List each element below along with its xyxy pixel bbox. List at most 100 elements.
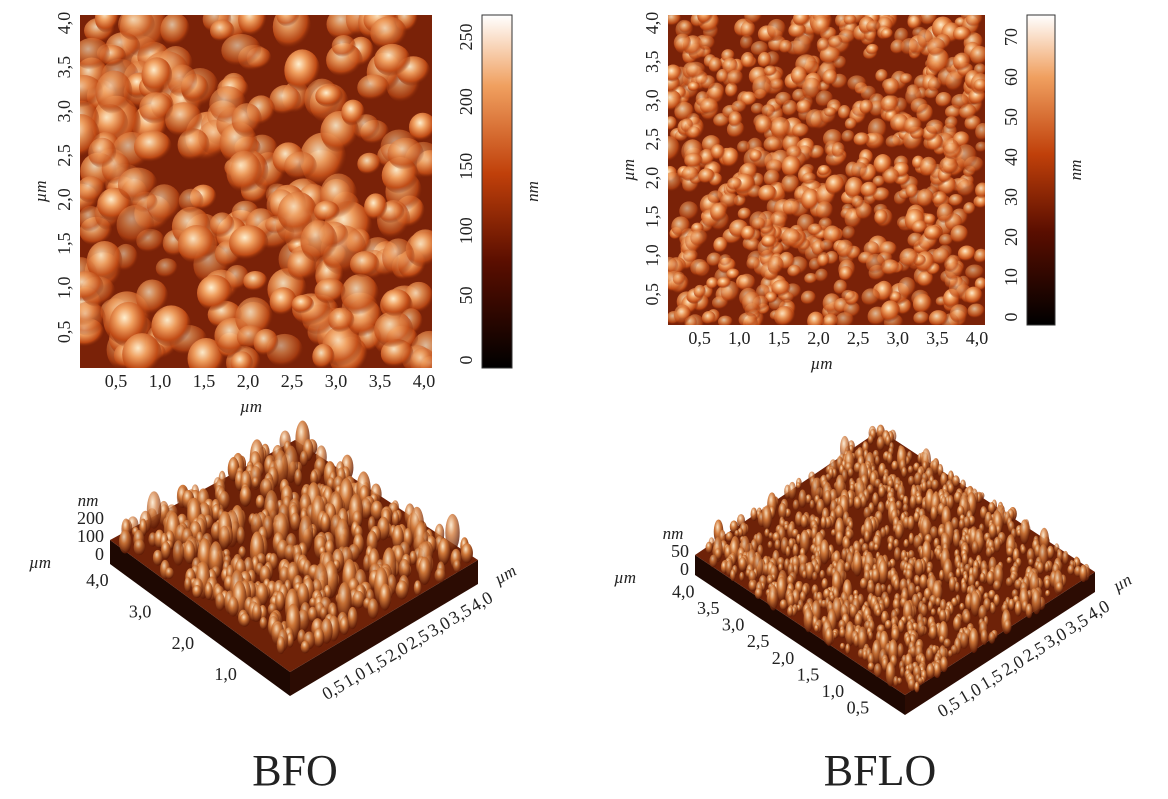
grain [722,148,739,168]
grain [975,183,990,199]
grain [226,151,261,193]
x-axis-label: µm [240,397,262,416]
bump [1026,603,1033,618]
y-tick-label: 2,0 [54,188,74,211]
grain [812,15,831,37]
colorbar-tick-label: 250 [456,24,476,51]
x-tick-label: 2,0 [237,371,260,391]
grain [816,201,833,220]
bump [706,542,713,554]
grain [364,193,387,220]
x-tick-label: 1,0 [149,371,172,391]
bump [192,585,201,598]
grain [845,118,857,130]
y-tick-label: 1,5 [54,232,74,255]
surface-left-tick: 3,0 [722,615,745,635]
bump [1044,562,1049,573]
grain [874,209,888,225]
grain [775,92,792,107]
grain [932,248,949,266]
grain [861,288,880,306]
bump [777,577,787,602]
grain [663,172,682,192]
bump [907,516,914,531]
bump [256,495,265,509]
bump [396,580,408,599]
bump [915,559,923,577]
grain [764,170,780,187]
x-tick-label: 3,5 [926,328,949,348]
grain [913,294,932,315]
bump [277,636,285,654]
grain [793,11,810,26]
grain [117,205,155,245]
bump [845,643,850,654]
grain [841,290,855,301]
bump [1045,590,1050,597]
grain [824,107,836,117]
colorbar-tick-label: 40 [1001,148,1021,166]
grain [808,224,823,236]
bump [1007,557,1012,564]
y-tick-label: 3,5 [54,56,74,79]
bump [1032,589,1042,614]
grain [382,238,415,276]
grain [374,44,410,77]
bump [788,482,796,500]
grain [802,77,821,100]
bump [798,490,806,508]
bump [1021,546,1026,555]
x-tick-label: 3,0 [887,328,910,348]
bump [868,631,873,640]
y-tick-label: 3,5 [642,51,662,74]
bump [353,591,365,609]
bump [868,662,875,671]
bump [875,456,880,466]
surface-right-tick: 4,0 [1083,596,1112,625]
bump [910,495,917,510]
x-tick-label: 3,0 [325,371,348,391]
x-tick-label: 2,5 [847,328,870,348]
grain [122,333,162,376]
bump [914,472,922,485]
bump [321,513,331,533]
bump [392,511,399,527]
grain [314,201,340,222]
grain [928,77,943,92]
grain [929,310,948,327]
grain [229,225,268,261]
y-tick-label: 2,5 [54,144,74,167]
colorbar-tick-label: 150 [456,153,476,180]
bump [900,667,905,678]
bump [930,506,937,522]
x-tick-label: 0,5 [688,328,711,348]
x-tick-label: 1,0 [728,328,751,348]
x-tick-label: 2,5 [281,371,304,391]
bump [793,500,799,511]
grain [711,144,725,160]
bump [153,550,163,566]
bump [914,682,919,693]
surface-left-tick: 1,0 [214,664,237,684]
grain [292,295,314,314]
grain [787,265,801,277]
grain [767,19,786,40]
grain [886,135,901,148]
grain [898,277,916,298]
surface-z-tick: 200 [77,508,104,528]
surface-left-tick: 3,5 [697,598,720,618]
y-tick-label: 0,5 [54,321,74,344]
colorbar-tick-label: 20 [1001,228,1021,246]
grain [284,49,320,91]
bump [804,607,814,632]
bump [219,526,230,550]
bump [314,628,325,648]
grain [966,12,983,27]
bump [165,567,174,578]
bump [379,583,391,610]
grain [387,138,423,170]
bump [909,533,914,545]
bump [932,479,939,490]
grain [238,3,266,37]
y-tick-label: 3,0 [54,100,74,123]
